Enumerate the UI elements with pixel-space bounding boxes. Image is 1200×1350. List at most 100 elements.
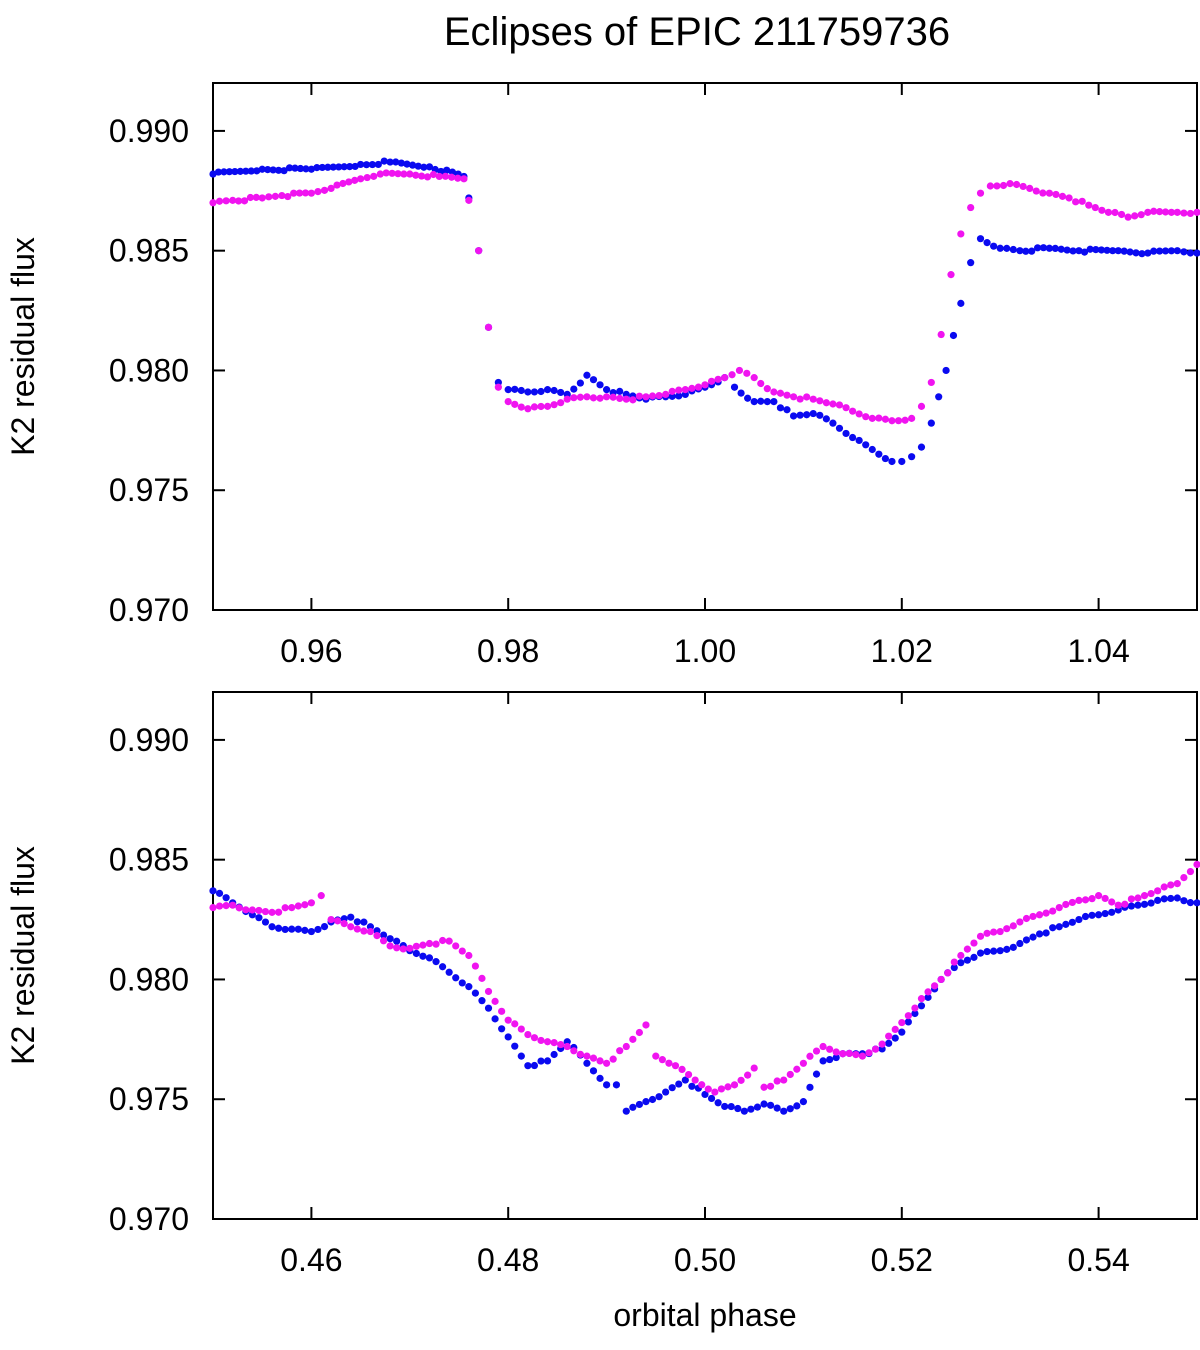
- data-point: [1134, 894, 1142, 902]
- data-point: [1156, 208, 1164, 216]
- data-point: [347, 913, 355, 921]
- data-point: [412, 949, 420, 958]
- data-point: [1006, 180, 1014, 188]
- data-point: [236, 167, 244, 175]
- data-point: [898, 457, 906, 466]
- data-series: [209, 169, 1200, 425]
- y-tick-label: 0.970: [109, 1201, 189, 1237]
- data-point: [465, 951, 473, 960]
- x-tick-label: 0.46: [280, 1242, 342, 1278]
- data-point: [947, 271, 955, 279]
- data-point: [701, 381, 709, 389]
- data-point: [294, 902, 302, 910]
- data-point: [388, 169, 396, 177]
- data-point: [668, 387, 676, 395]
- data-point: [517, 403, 525, 411]
- data-point: [648, 392, 657, 400]
- data-point: [1095, 892, 1103, 900]
- data-point: [234, 197, 243, 205]
- data-point: [990, 242, 998, 250]
- data-point: [750, 397, 758, 406]
- data-point: [1120, 247, 1128, 255]
- data-point: [662, 1088, 670, 1096]
- data-point: [868, 414, 876, 422]
- data-point: [694, 383, 703, 391]
- data-point: [452, 942, 460, 950]
- data-point: [786, 1070, 794, 1079]
- data-point: [1114, 901, 1122, 909]
- data-point: [822, 415, 830, 423]
- data-point: [517, 1025, 525, 1033]
- data-point: [357, 160, 365, 169]
- data-point: [543, 1038, 552, 1046]
- data-point: [280, 167, 288, 175]
- data-point: [242, 167, 250, 175]
- data-point: [878, 1040, 886, 1048]
- data-point: [596, 394, 604, 402]
- data-point: [935, 393, 943, 401]
- data-point: [258, 194, 266, 202]
- data-point: [255, 906, 263, 915]
- data-point: [1035, 911, 1044, 919]
- data-point: [557, 388, 565, 397]
- data-point: [1092, 246, 1100, 254]
- data-point: [796, 395, 804, 403]
- data-point: [1013, 180, 1021, 189]
- data-point: [1186, 249, 1195, 257]
- data-point: [261, 918, 270, 926]
- data-point: [1108, 908, 1116, 916]
- data-point: [819, 1042, 827, 1051]
- data-point: [767, 1101, 775, 1109]
- data-point: [268, 908, 276, 916]
- data-point: [379, 931, 388, 939]
- data-point: [275, 908, 283, 916]
- x-axis-label: orbital phase: [613, 1297, 796, 1333]
- data-point: [441, 172, 450, 180]
- data-point: [735, 366, 744, 375]
- data-point: [1121, 900, 1129, 908]
- data-point: [888, 417, 896, 425]
- data-point: [583, 393, 591, 401]
- data-point: [386, 935, 394, 943]
- data-point: [414, 162, 422, 170]
- data-point: [1075, 896, 1083, 905]
- data-point: [246, 193, 254, 202]
- data-point: [583, 1052, 591, 1060]
- data-point: [1058, 192, 1067, 200]
- data-point: [629, 396, 637, 404]
- data-point: [394, 170, 402, 178]
- data-point: [776, 389, 785, 397]
- data-point: [1109, 247, 1117, 255]
- data-point: [258, 165, 266, 173]
- data-point: [435, 172, 443, 181]
- data-point: [911, 1004, 919, 1012]
- data-point: [1062, 900, 1070, 909]
- data-point: [924, 988, 932, 996]
- y-tick-label: 0.990: [109, 722, 189, 758]
- data-point: [950, 958, 958, 966]
- data-point: [524, 388, 532, 396]
- data-point: [917, 1002, 926, 1010]
- data-point: [432, 958, 440, 966]
- data-point: [399, 945, 407, 953]
- data-point: [465, 983, 473, 991]
- data-point: [1078, 197, 1086, 205]
- data-point: [281, 904, 289, 912]
- data-point: [1134, 901, 1142, 909]
- data-point: [750, 1064, 758, 1072]
- data-point: [353, 925, 361, 933]
- data-point: [1022, 936, 1031, 944]
- x-tick-label: 0.98: [477, 633, 539, 669]
- data-point: [757, 397, 765, 405]
- data-point: [491, 1015, 499, 1023]
- data-point: [740, 1107, 748, 1115]
- data-point: [425, 939, 434, 948]
- data-point: [1161, 247, 1170, 255]
- data-point: [616, 1047, 624, 1055]
- data-point: [229, 901, 237, 909]
- data-point: [924, 993, 932, 1001]
- data-series: [209, 157, 1200, 466]
- data-point: [917, 402, 926, 410]
- data-point: [275, 166, 283, 174]
